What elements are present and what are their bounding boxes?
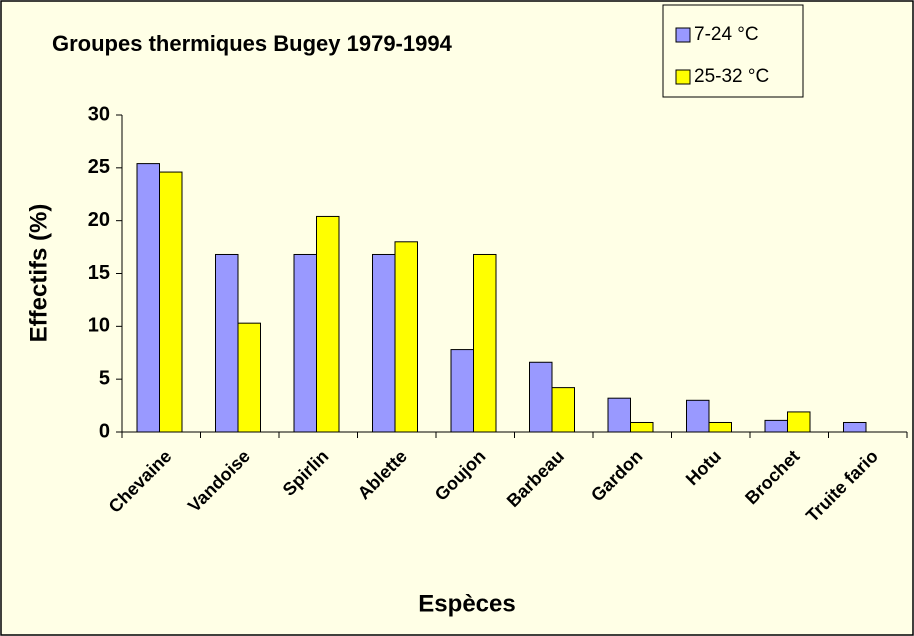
bar xyxy=(215,253,239,433)
legend-label: 7-24 °C xyxy=(694,24,759,45)
x-axis-title: Espèces xyxy=(418,590,515,617)
legend-swatch xyxy=(675,27,691,43)
bar xyxy=(686,399,710,433)
bar xyxy=(372,253,396,433)
bar xyxy=(551,387,575,433)
y-tick-label: 15 xyxy=(88,262,110,284)
bar xyxy=(450,349,474,433)
bar xyxy=(394,241,418,433)
y-tick-label: 10 xyxy=(88,315,110,337)
legend-label: 25-32 °C xyxy=(694,66,769,87)
bar xyxy=(316,215,340,433)
y-tick-label: 0 xyxy=(99,420,110,442)
bar xyxy=(237,322,261,433)
legend-swatch xyxy=(675,69,691,85)
bar xyxy=(607,397,631,433)
bar xyxy=(843,421,867,433)
bar xyxy=(473,253,497,433)
y-axis-title: Effectifs (%) xyxy=(25,204,52,343)
y-tick-label: 5 xyxy=(99,367,110,389)
bar xyxy=(787,411,811,433)
bar xyxy=(159,171,183,433)
bar xyxy=(529,361,553,433)
bar xyxy=(136,163,160,433)
bar xyxy=(293,253,317,433)
bar xyxy=(630,421,654,433)
y-tick-label: 20 xyxy=(88,209,110,231)
y-tick-label: 30 xyxy=(88,103,110,125)
y-tick-label: 25 xyxy=(88,156,110,178)
bar xyxy=(764,419,788,433)
bar xyxy=(708,421,732,433)
chart-title: Groupes thermiques Bugey 1979-1994 xyxy=(52,31,453,56)
